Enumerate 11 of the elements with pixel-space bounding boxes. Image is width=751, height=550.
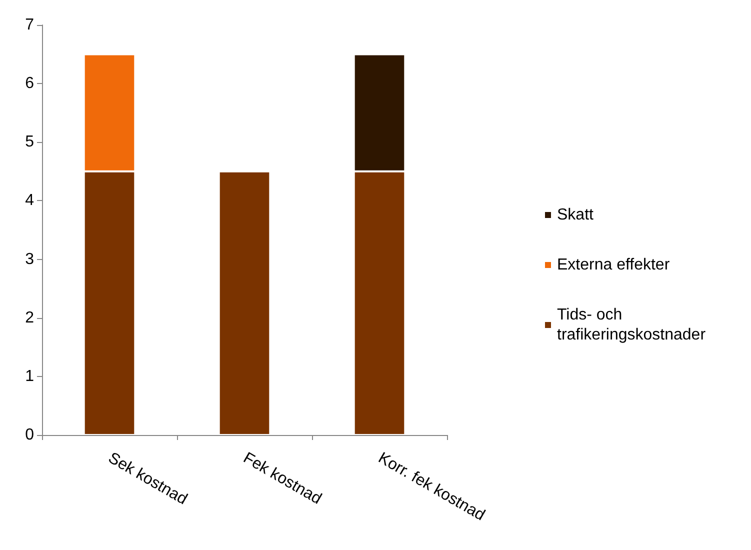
y-tick-label: 0: [25, 426, 34, 444]
y-tick-label: 2: [25, 309, 34, 326]
y-tick-label: 7: [25, 16, 34, 34]
legend-label: Externa effekter: [557, 256, 670, 274]
y-tick-label: 5: [25, 134, 34, 151]
legend-label: Tids- och trafikeringskostnader: [557, 306, 706, 344]
y-tick-label: 4: [25, 192, 34, 210]
y-tick-label: 1: [25, 368, 34, 385]
y-tick-label: 6: [25, 75, 34, 92]
y-tick-label: 3: [25, 250, 34, 268]
legend-label: Skatt: [557, 206, 594, 224]
